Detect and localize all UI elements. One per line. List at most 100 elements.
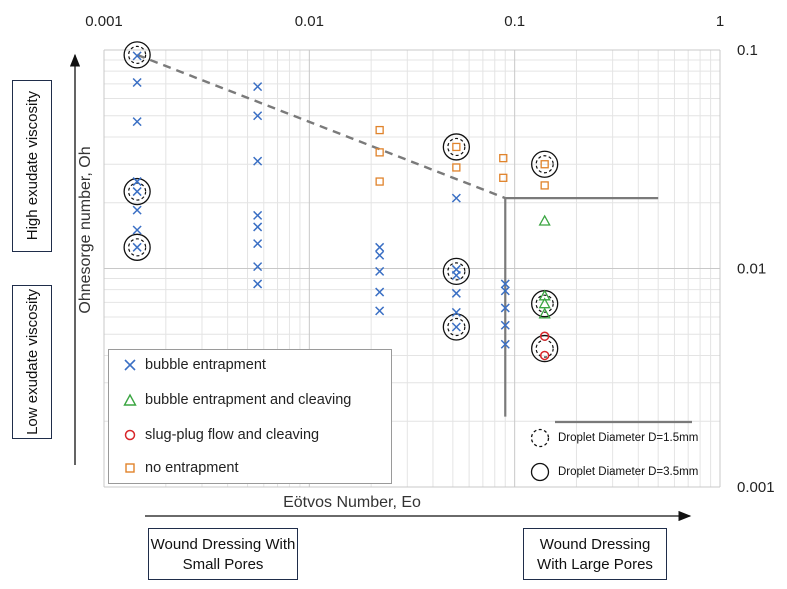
legend-label: slug-plug flow and cleaving (145, 427, 320, 443)
x-marker-icon (124, 359, 136, 371)
droplet-large-circle (531, 150, 559, 178)
data-point-x (500, 286, 510, 296)
droplet-small-circle (128, 182, 147, 201)
x-axis-title: Eötvos Number, Eo (283, 494, 421, 511)
data-point-x (253, 82, 263, 92)
y-tick-label: 0.001 (737, 479, 775, 496)
droplet-large-circle (123, 177, 151, 206)
legend-item-slug-plug: slug-plug flow and cleaving (123, 427, 319, 443)
legend-label: no entrapment (145, 460, 239, 476)
data-point-x (253, 210, 263, 220)
dashed-boundary-line (136, 53, 506, 200)
data-point-x (132, 205, 142, 215)
low-viscosity-box: Low exudate viscosity (12, 285, 52, 439)
data-point-x (375, 287, 385, 297)
y-axis-title: Ohnesorge number, Oh (77, 146, 94, 313)
data-point-x (500, 279, 510, 289)
droplet-small-circle (535, 339, 554, 358)
data-point-x (500, 339, 510, 349)
data-point-x (451, 270, 461, 280)
droplet-large-legend: Droplet Diameter D=3.5mm (530, 462, 698, 482)
data-point-x (253, 222, 263, 232)
large-pores-label: Wound Dressing With Large Pores (537, 536, 653, 573)
data-point-x (253, 262, 263, 272)
dashed-circle-icon (530, 428, 550, 448)
droplet-large-circle (531, 334, 559, 363)
data-point-x (132, 177, 142, 187)
legend-item-no-entrapment: no entrapment (123, 460, 239, 476)
droplet-small-circle (535, 155, 554, 174)
data-point-x (375, 250, 385, 260)
data-point-x (451, 193, 461, 203)
y-tick-label: 0.01 (737, 261, 766, 278)
data-point-triangle (538, 214, 551, 226)
droplet-small-label: Droplet Diameter D=1.5mm (558, 432, 699, 444)
data-point-square (499, 153, 508, 163)
square-marker-icon (125, 463, 135, 473)
low-viscosity-label: Low exudate viscosity (23, 289, 41, 435)
data-point-x (451, 288, 461, 298)
data-point-x (500, 303, 510, 313)
legend-item-bubble-entrapment: bubble entrapment (123, 357, 266, 373)
data-point-triangle (538, 307, 551, 319)
legend-label: bubble entrapment and cleaving (145, 392, 352, 408)
high-viscosity-box: High exudate viscosity (12, 80, 52, 252)
data-point-x (253, 156, 263, 166)
data-point-square (540, 181, 549, 190)
legend-item-entrapment-cleaving: bubble entrapment and cleaving (123, 392, 351, 408)
legend: bubble entrapment bubble entrapment and … (108, 349, 392, 484)
droplet-large-circle (442, 313, 471, 341)
data-point-x (451, 322, 461, 332)
x-tick-label: 1 (716, 13, 724, 30)
droplet-small-circle (128, 238, 147, 257)
small-pores-label: Wound Dressing With Small Pores (150, 536, 296, 573)
data-point-x (132, 242, 142, 252)
data-point-circle (539, 350, 550, 361)
large-pores-box: Wound Dressing With Large Pores (523, 528, 667, 580)
legend-label: bubble entrapment (145, 357, 266, 373)
data-point-square (375, 177, 384, 186)
small-pores-box: Wound Dressing With Small Pores (148, 528, 298, 580)
x-tick-label: 0.1 (504, 13, 525, 30)
droplet-small-circle (447, 317, 466, 337)
solid-circle-icon (530, 462, 550, 482)
data-point-x (132, 117, 142, 127)
data-point-x (132, 51, 142, 61)
data-point-x (253, 239, 263, 249)
data-point-x (132, 187, 142, 197)
high-viscosity-label: High exudate viscosity (23, 91, 41, 241)
data-point-x (500, 320, 510, 330)
data-point-square (375, 125, 384, 135)
droplet-small-circle (535, 294, 554, 313)
data-point-square (375, 148, 384, 157)
data-point-x (253, 111, 263, 121)
data-point-square (540, 160, 549, 169)
data-point-x (132, 77, 142, 88)
data-point-square (452, 142, 461, 152)
data-point-x (375, 266, 385, 276)
data-point-square (452, 163, 461, 172)
x-tick-label: 0.01 (295, 13, 324, 30)
droplet-small-circle (447, 262, 466, 281)
data-point-x (375, 306, 385, 316)
droplet-large-circle (123, 41, 151, 69)
droplet-large-circle (442, 133, 471, 161)
data-point-square (499, 173, 508, 182)
triangle-marker-icon (123, 393, 137, 406)
y-tick-label: 0.1 (737, 42, 758, 59)
x-tick-label: 0.001 (85, 13, 123, 30)
droplet-small-circle (447, 137, 466, 157)
droplet-small-circle (128, 45, 147, 64)
circle-marker-icon (124, 429, 136, 441)
data-point-x (132, 225, 142, 235)
data-point-circle (539, 331, 550, 341)
data-point-x (253, 279, 263, 289)
data-point-x (451, 307, 461, 317)
droplet-large-circle (123, 233, 151, 261)
droplet-large-circle (442, 257, 471, 286)
data-point-x (375, 242, 385, 252)
droplet-small-legend: Droplet Diameter D=1.5mm (530, 428, 698, 448)
droplet-large-label: Droplet Diameter D=3.5mm (558, 466, 699, 478)
